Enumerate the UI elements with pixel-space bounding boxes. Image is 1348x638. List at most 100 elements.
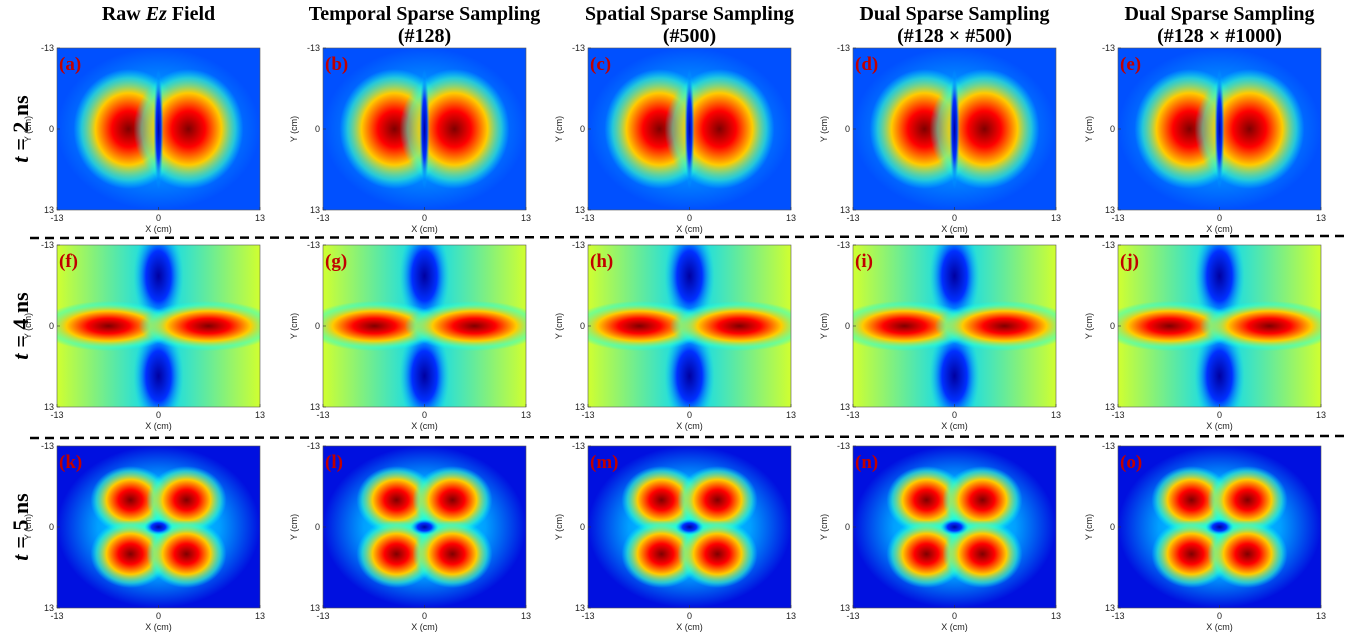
- row-label-part: = 4 ns: [8, 292, 33, 348]
- x-tick-label: -13: [581, 410, 594, 420]
- x-axis-label: X (cm): [1206, 622, 1233, 632]
- x-axis-label: X (cm): [145, 224, 172, 234]
- x-tick-label: 0: [687, 213, 692, 223]
- x-axis-label: X (cm): [1206, 224, 1233, 234]
- title-part: Field: [172, 3, 215, 25]
- y-tick-label: 13: [840, 205, 850, 215]
- x-tick-label: 13: [1051, 611, 1061, 621]
- panel-label: (k): [59, 452, 82, 473]
- heatmap: [853, 446, 1056, 608]
- x-tick-label: 13: [521, 611, 531, 621]
- field-lobe: [1194, 69, 1305, 189]
- x-axis-label: X (cm): [411, 421, 438, 431]
- field-null: [949, 69, 960, 189]
- field-lobe: [1151, 520, 1232, 588]
- x-tick-label: 13: [255, 213, 265, 223]
- y-axis-label: Y (cm): [819, 313, 829, 339]
- y-tick-label: 0: [845, 321, 850, 331]
- row-separator: [29, 434, 1346, 440]
- x-tick-label: 0: [687, 410, 692, 420]
- y-tick-label: -13: [837, 240, 850, 250]
- y-tick-label: 0: [49, 522, 54, 532]
- heatmap: [57, 245, 260, 407]
- x-tick-label: 13: [1316, 611, 1326, 621]
- y-tick-label: 0: [49, 124, 54, 134]
- field-null: [144, 519, 173, 535]
- field-lobe: [1207, 466, 1288, 534]
- x-axis-label: X (cm): [676, 622, 703, 632]
- x-tick-label: -13: [846, 213, 859, 223]
- field-lobe: [942, 520, 1023, 588]
- y-tick-label: 13: [1105, 205, 1115, 215]
- y-tick-label: 13: [575, 603, 585, 613]
- x-tick-label: 13: [1316, 213, 1326, 223]
- heatmap: [588, 48, 791, 210]
- column-title: Dual Sparse Sampling: [859, 3, 1049, 25]
- x-axis-label: X (cm): [1206, 421, 1233, 431]
- y-axis-label: Y (cm): [1084, 116, 1094, 142]
- heatmap: [1118, 446, 1321, 608]
- row-label: t = 5 ns: [8, 493, 33, 561]
- x-tick-label: 13: [255, 410, 265, 420]
- y-axis-label: Y (cm): [289, 514, 299, 540]
- y-tick-label: 13: [44, 205, 54, 215]
- column-title: Spatial Sparse Sampling: [585, 3, 794, 25]
- x-tick-label: 0: [422, 213, 427, 223]
- row-separator: [29, 234, 1346, 240]
- y-tick-label: 13: [310, 205, 320, 215]
- x-tick-label: -13: [50, 410, 63, 420]
- panel-label: (o): [1120, 452, 1142, 473]
- y-axis-label: Y (cm): [1084, 514, 1094, 540]
- field-lobe: [412, 466, 493, 534]
- heatmap: [1118, 245, 1321, 407]
- y-tick-label: -13: [572, 43, 585, 53]
- y-tick-label: -13: [572, 441, 585, 451]
- panel-label: (a): [59, 54, 81, 75]
- panel-label: (e): [1120, 54, 1141, 75]
- field-null: [153, 69, 164, 189]
- x-tick-label: 0: [156, 213, 161, 223]
- y-tick-label: -13: [837, 43, 850, 53]
- y-tick-label: 13: [840, 603, 850, 613]
- heatmap: [588, 446, 791, 608]
- panel-label: (l): [325, 452, 343, 473]
- panel-label: (f): [59, 251, 78, 272]
- x-tick-label: -13: [581, 611, 594, 621]
- y-tick-label: -13: [837, 441, 850, 451]
- field-null: [1205, 519, 1234, 535]
- x-axis-label: X (cm): [676, 224, 703, 234]
- x-tick-label: 0: [1217, 213, 1222, 223]
- y-axis-label: Y (cm): [819, 116, 829, 142]
- column-title: (#128): [398, 25, 451, 47]
- y-axis-label: Y (cm): [23, 514, 33, 540]
- y-axis-label: Y (cm): [554, 514, 564, 540]
- x-tick-label: -13: [1111, 213, 1124, 223]
- heatmap: [588, 245, 791, 407]
- y-tick-label: 0: [580, 124, 585, 134]
- row-label-part: = 5 ns: [8, 493, 33, 549]
- x-axis-label: X (cm): [145, 421, 172, 431]
- x-tick-label: 13: [1051, 410, 1061, 420]
- field-lobe: [929, 69, 1040, 189]
- y-tick-label: -13: [307, 240, 320, 250]
- column-title: (#500): [663, 25, 716, 47]
- y-tick-label: 0: [1110, 522, 1115, 532]
- y-tick-label: 0: [580, 522, 585, 532]
- x-axis-label: X (cm): [411, 224, 438, 234]
- y-tick-label: 0: [1110, 321, 1115, 331]
- x-tick-label: -13: [50, 213, 63, 223]
- x-tick-label: 13: [786, 410, 796, 420]
- field-lobe: [669, 301, 791, 351]
- y-tick-label: 0: [845, 124, 850, 134]
- x-axis-label: X (cm): [676, 421, 703, 431]
- column-title: (#128 × #500): [897, 25, 1012, 47]
- field-lobe: [133, 69, 244, 189]
- x-tick-label: -13: [316, 410, 329, 420]
